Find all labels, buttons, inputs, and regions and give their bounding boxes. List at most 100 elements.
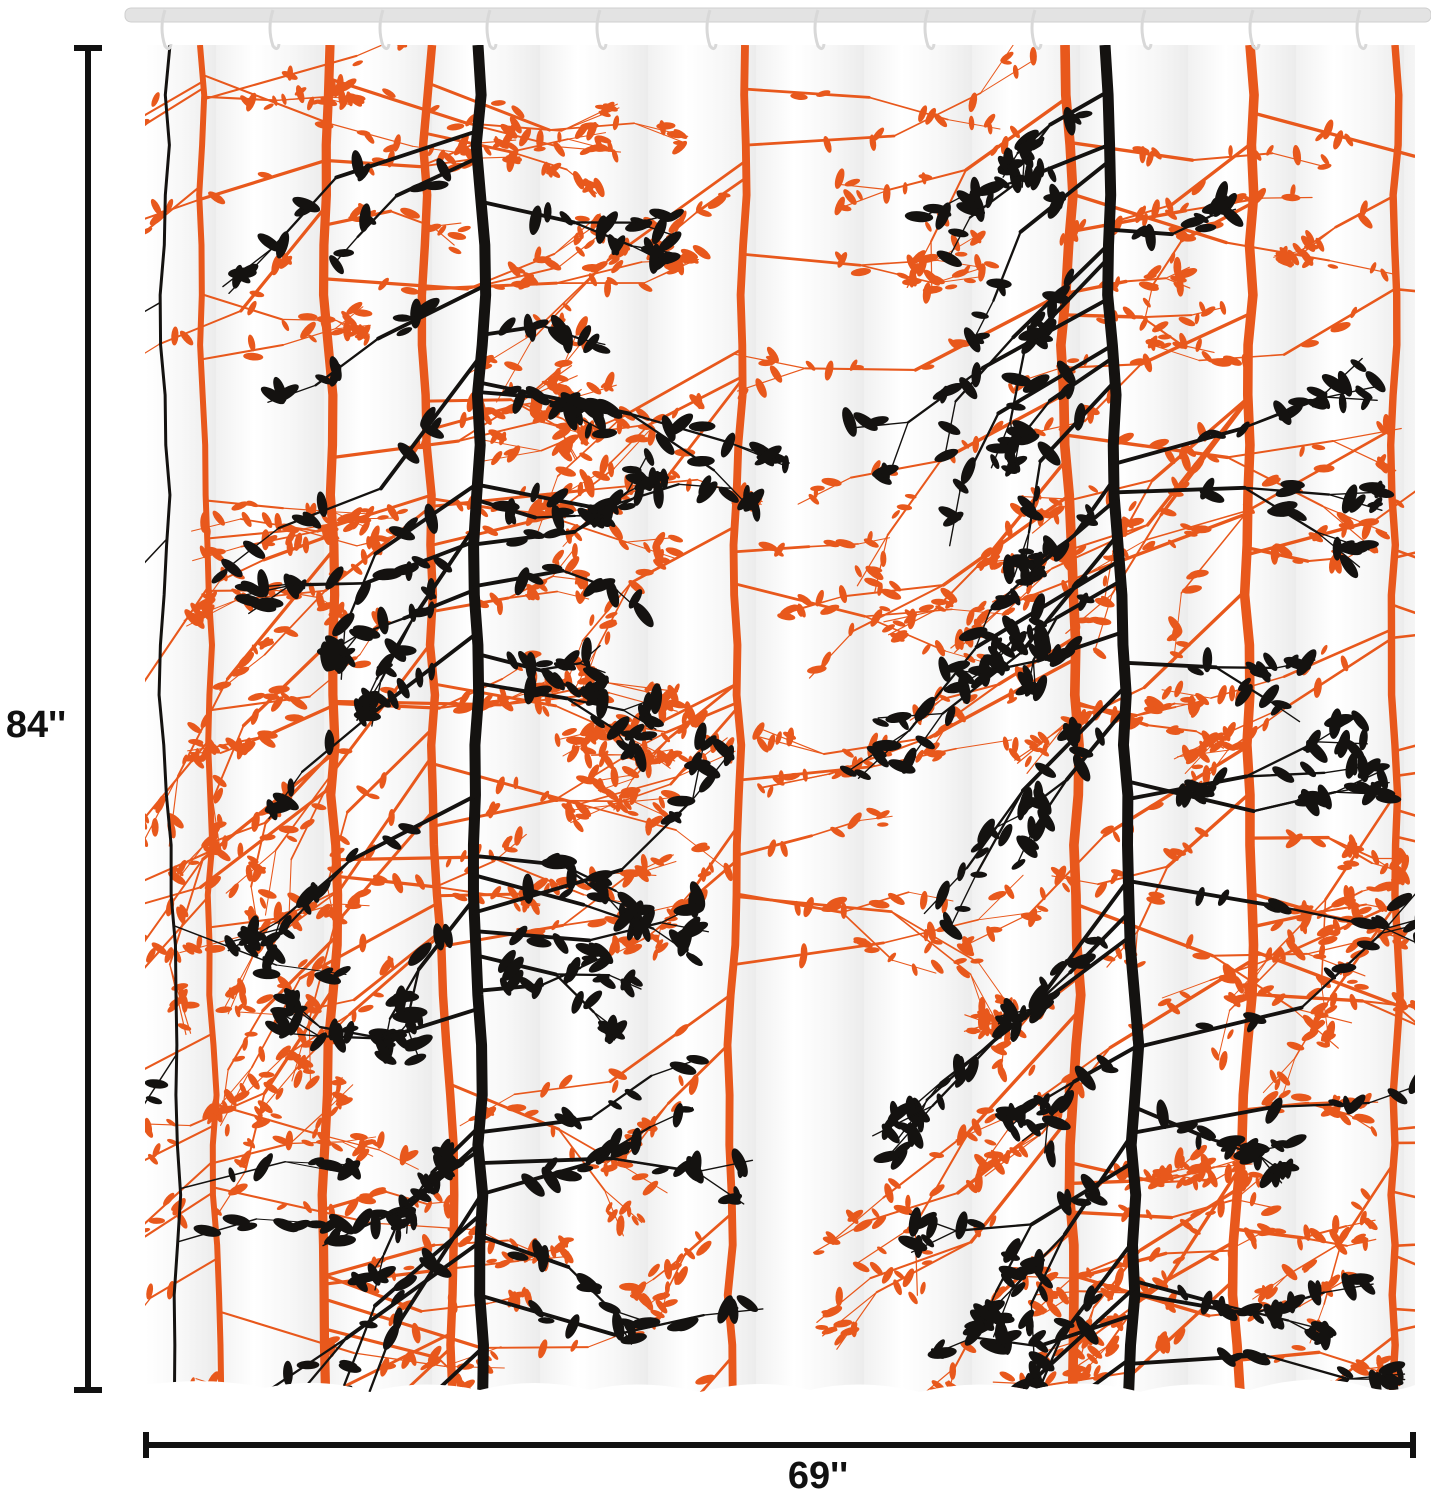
- leaf: [281, 319, 290, 332]
- leaf: [110, 358, 127, 369]
- leaf: [291, 1457, 309, 1484]
- branch: [55, 1117, 59, 1186]
- leaf: [0, 380, 3, 389]
- leaf: [50, 174, 63, 182]
- leaf: [47, 948, 61, 963]
- branch: [0, 1273, 23, 1313]
- leaf: [486, 1258, 498, 1264]
- leaf: [277, 983, 291, 989]
- leaf: [30, 198, 51, 207]
- branch: [205, 1398, 258, 1443]
- leaf: [909, 1479, 923, 1500]
- branch: [145, 86, 206, 148]
- leaf: [36, 1267, 56, 1282]
- leaf: [282, 1464, 296, 1483]
- leaf: [232, 1055, 246, 1062]
- branch: [1011, 1458, 1039, 1480]
- leaf: [227, 1405, 239, 1424]
- leaf: [0, 852, 16, 870]
- leaf: [6, 320, 28, 336]
- leaf: [230, 1424, 254, 1440]
- leaf: [1090, 1471, 1105, 1482]
- branch: [6, 190, 52, 195]
- leaf: [415, 874, 425, 890]
- leaf: [400, 207, 420, 219]
- leaf: [216, 1477, 247, 1500]
- leaf: [97, 1201, 115, 1219]
- leaf: [74, 966, 95, 986]
- branch: [0, 372, 40, 390]
- leaf: [165, 198, 174, 213]
- leaf: [54, 873, 69, 885]
- leaf: [0, 977, 9, 985]
- branch: [0, 1271, 23, 1273]
- leaf: [46, 871, 65, 885]
- leaf: [276, 1203, 288, 1210]
- leaf: [264, 1077, 276, 1087]
- leaf: [504, 1451, 517, 1459]
- leaf: [1426, 735, 1431, 744]
- branch: [493, 1411, 515, 1456]
- leaf: [918, 1470, 944, 1493]
- leaf: [676, 1415, 689, 1430]
- leaf: [324, 1464, 352, 1484]
- leaf: [145, 1122, 154, 1138]
- leaf: [0, 1270, 3, 1276]
- leaf: [219, 1410, 248, 1430]
- leaf: [376, 1131, 385, 1149]
- branch: [247, 1390, 335, 1392]
- leaf: [9, 939, 22, 946]
- leaf: [104, 585, 125, 610]
- branch: [493, 1411, 514, 1456]
- leaf: [1004, 1463, 1017, 1486]
- leaf: [76, 256, 85, 275]
- leaf: [303, 1201, 312, 1214]
- branch: [100, 1337, 120, 1362]
- branch: [634, 1483, 650, 1500]
- branch: [431, 225, 455, 246]
- leaf: [1091, 1488, 1111, 1500]
- leaf: [383, 143, 400, 153]
- leaf: [338, 1424, 355, 1441]
- leaf: [226, 1410, 251, 1436]
- leaf: [494, 1259, 511, 1269]
- leaf: [396, 508, 409, 515]
- branch: [21, 856, 113, 887]
- leaf: [148, 1217, 165, 1224]
- leaf: [995, 1424, 1026, 1439]
- leaf: [1000, 1413, 1015, 1429]
- branch: [206, 528, 301, 540]
- leaf: [1093, 1473, 1100, 1488]
- leaf: [280, 1465, 292, 1476]
- leaf: [1013, 1461, 1024, 1483]
- leaf: [308, 334, 317, 343]
- leaf: [15, 186, 33, 196]
- leaf: [120, 884, 136, 906]
- leaf: [443, 1199, 452, 1219]
- branch: [553, 218, 605, 255]
- branch: [322, 1327, 440, 1360]
- leaf: [262, 1477, 274, 1487]
- leaf: [1110, 1399, 1125, 1412]
- leaf: [1005, 1471, 1026, 1490]
- leaf: [202, 1103, 215, 1121]
- leaf: [167, 813, 184, 829]
- branch: [0, 796, 32, 857]
- leaf: [119, 1261, 131, 1281]
- leaf: [852, 365, 865, 370]
- branch: [0, 887, 21, 899]
- leaf: [50, 1114, 70, 1123]
- leaf: [247, 692, 266, 701]
- leaf: [0, 845, 3, 856]
- leaf: [534, 246, 542, 262]
- branch: [908, 1456, 955, 1499]
- leaf: [111, 1336, 119, 1349]
- leaf: [38, 676, 58, 690]
- branch: [970, 1387, 1026, 1392]
- leaf: [392, 45, 408, 48]
- leaf: [340, 1414, 361, 1436]
- leaf: [33, 209, 42, 228]
- leaf: [247, 334, 256, 352]
- leaf: [448, 246, 462, 255]
